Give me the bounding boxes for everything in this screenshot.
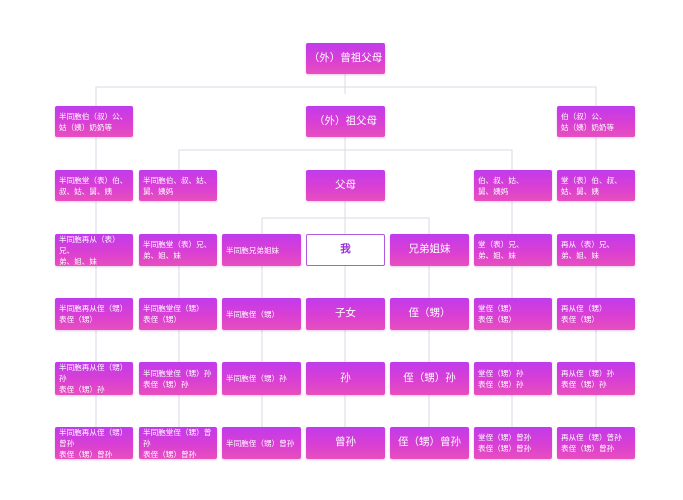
node-granduncles: 伯（叔）公、 姑（姨）奶奶等 — [557, 106, 635, 137]
node-parents: 父母 — [306, 170, 385, 201]
node-half-cousins: 半同胞堂（表）兄、 弟、姐、妹 — [139, 234, 217, 266]
node-half-great-grandnephews: 半同胞侄（甥）曾孙 — [222, 427, 301, 459]
node-half-second-cousin-great-grandchildren: 半同胞再从侄（甥）曾孙 表侄（甥）曾孙 — [55, 427, 133, 459]
node-second-cousins: 再从（表）兄、 弟、姐、妹 — [557, 234, 635, 266]
node-grandnephews: 侄（甥）孙 — [390, 362, 469, 395]
node-cousins: 堂（表）兄、 弟、姐、妹 — [474, 234, 552, 266]
node-half-cousin-children: 半同胞堂侄（甥） 表侄（甥） — [139, 298, 217, 330]
node-half-granduncles: 半同胞伯（叔）公、 姑（姨）奶奶等 — [55, 106, 133, 137]
node-half-grandnephews: 半同胞侄（甥）孙 — [222, 362, 301, 395]
node-half-uncles: 半同胞伯、叔、姑、 舅、姨妈 — [139, 170, 217, 201]
node-nephews: 侄（甥） — [390, 298, 469, 330]
node-half-nephews: 半同胞侄（甥） — [222, 298, 301, 330]
node-second-cousin-great-grandchildren: 再从侄（甥）曾孙 表侄（甥）曾孙 — [557, 427, 635, 459]
node-half-cousin-great-grandchildren: 半同胞堂侄（甥）曾孙 表侄（甥）曾孙 — [139, 427, 217, 459]
node-half-cousin-grandchildren: 半同胞堂侄（甥）孙 表侄（甥）孙 — [139, 362, 217, 395]
node-grandchildren: 孙 — [306, 362, 385, 395]
node-cousin-great-grandchildren: 堂侄（甥）曾孙 表侄（甥）曾孙 — [474, 427, 552, 459]
node-cousin-uncles: 堂（表）伯、叔、 姑、舅、姨 — [557, 170, 635, 201]
node-second-cousin-children: 再从侄（甥） 表侄（甥） — [557, 298, 635, 330]
node-uncles: 伯、叔、姑、 舅、姨妈 — [474, 170, 552, 201]
node-cousin-grandchildren: 堂侄（甥）孙 表侄（甥）孙 — [474, 362, 552, 395]
connector-top-to-row1 — [95, 74, 597, 106]
node-children: 子女 — [306, 298, 385, 330]
node-siblings: 兄弟姐妹 — [390, 234, 469, 266]
node-half-second-cousin-grandchildren: 半同胞再从侄（甥）孙 表侄（甥）孙 — [55, 362, 133, 395]
node-half-second-cousin-children: 半同胞再从侄（甥） 表侄（甥） — [55, 298, 133, 330]
node-great-grandparents: （外）曾祖父母 — [306, 43, 385, 74]
node-half-cousin-uncles: 半同胞堂（表）伯、 叔、姑、舅、姨 — [55, 170, 133, 201]
node-great-grandnephews: 侄（甥）曾孙 — [390, 427, 469, 459]
node-second-cousin-grandchildren: 再从侄（甥）孙 表侄（甥）孙 — [557, 362, 635, 395]
node-grandparents: （外）祖父母 — [306, 106, 385, 137]
node-half-siblings: 半同胞兄弟姐妹 — [222, 234, 301, 266]
connector-row2-to-row3 — [261, 201, 430, 234]
node-half-second-cousins: 半同胞再从（表）兄、 弟、姐、妹 — [55, 234, 133, 266]
node-self: 我 — [306, 234, 385, 266]
node-cousin-children: 堂侄（甥） 表侄（甥） — [474, 298, 552, 330]
node-great-grandchildren: 曾孙 — [306, 427, 385, 459]
connector-row1-to-row2 — [178, 137, 513, 170]
